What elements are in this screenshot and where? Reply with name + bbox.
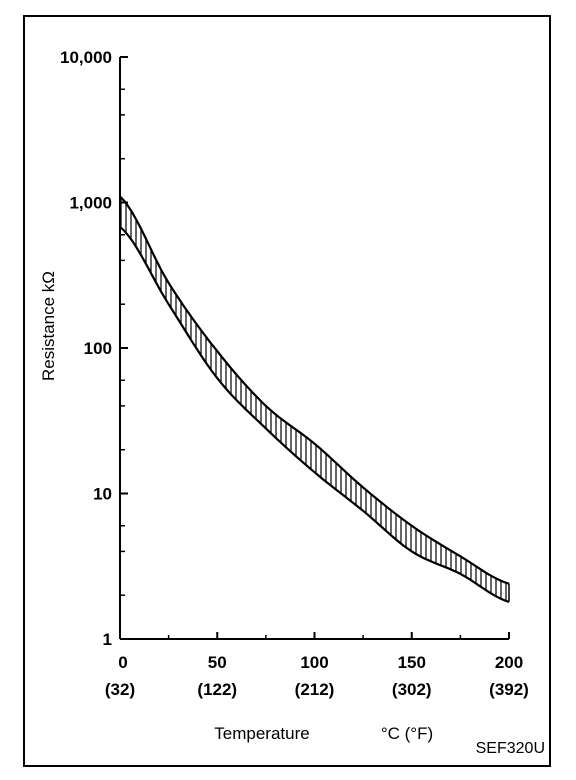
x-tick-label: 150 (398, 653, 426, 672)
x-tick-sublabel: (392) (489, 680, 529, 699)
y-axis-ticks: 1 10 100 1,000 10,000 (60, 48, 128, 649)
upper-limit-line (119, 195, 510, 585)
x-tick-label: 200 (495, 653, 523, 672)
x-axis-label: Temperature (214, 724, 309, 743)
x-axis-unit: °C (°F) (381, 724, 433, 743)
x-tick-label: 0 (118, 653, 127, 672)
y-tick-label: 100 (84, 339, 112, 358)
x-tick-sublabel: (302) (392, 680, 432, 699)
y-tick-label: 10 (93, 485, 112, 504)
y-tick-label: 1 (103, 630, 112, 649)
y-axis-label: Resistance kΩ (39, 271, 58, 381)
x-tick-sublabel: (212) (295, 680, 335, 699)
x-tick-label: 50 (208, 653, 227, 672)
y-tick-label: 1,000 (69, 194, 112, 213)
x-axis-ticks: 0 (32) 50 (122) 100 (212) 150 (302) 200 (392) (105, 632, 529, 699)
figure-code: SEF320U (476, 740, 545, 757)
y-tick-label: 10,000 (60, 48, 112, 67)
band-area (120, 196, 509, 602)
figure-frame (23, 15, 551, 767)
x-tick-sublabel: (122) (197, 680, 237, 699)
x-tick-sublabel: (32) (105, 680, 135, 699)
lower-limit-line (119, 226, 510, 603)
resistance-band (119, 195, 510, 603)
x-tick-label: 100 (300, 653, 328, 672)
